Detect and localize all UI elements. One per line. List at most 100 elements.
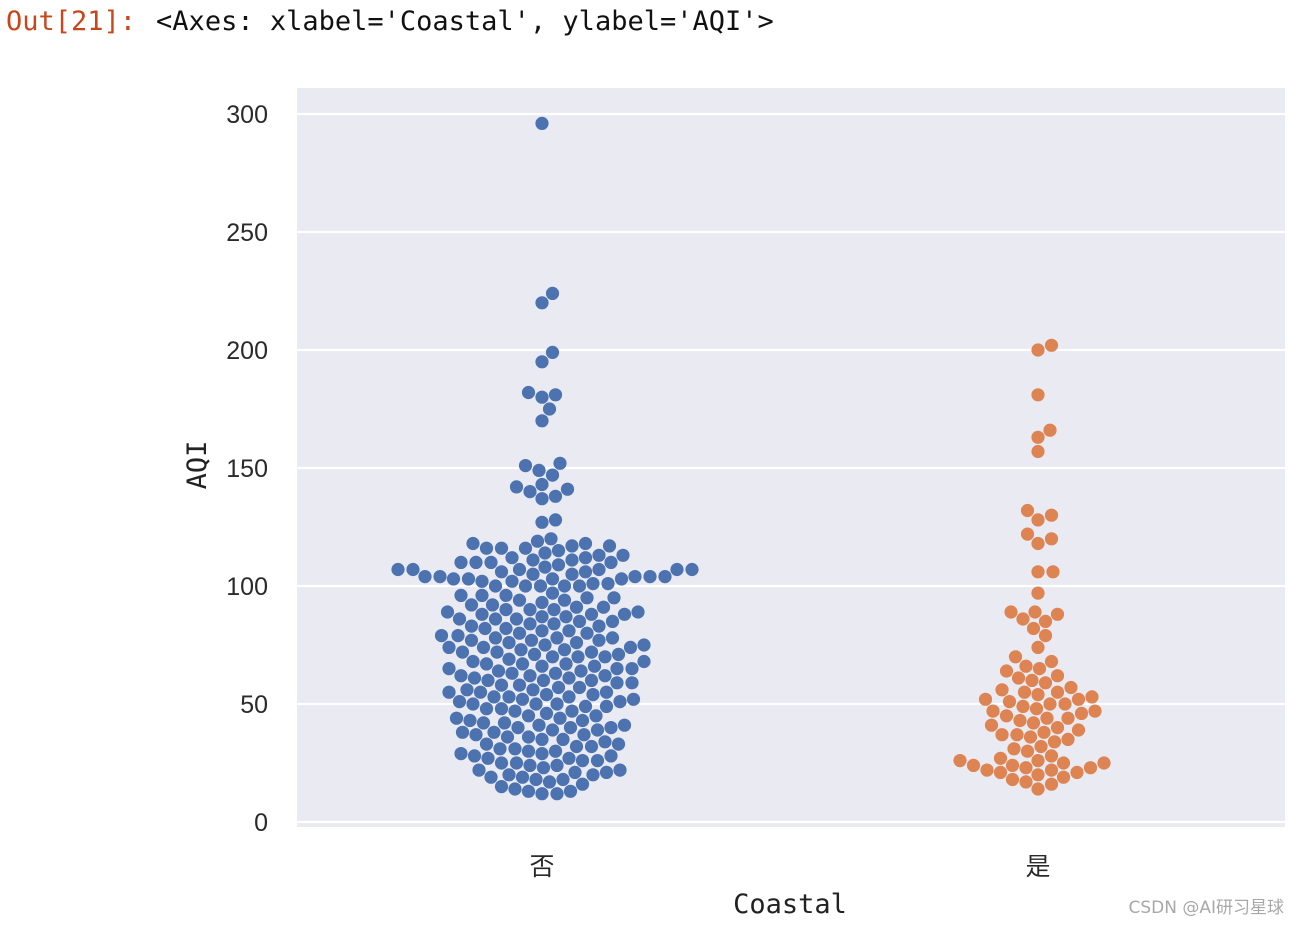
data-point [1044, 763, 1059, 777]
data-point [553, 711, 567, 725]
data-point [1031, 430, 1045, 444]
data-point [494, 702, 509, 716]
data-point [584, 739, 599, 754]
data-point [1002, 695, 1017, 709]
data-point [610, 662, 624, 676]
x-tick-labels: 否是 [529, 853, 1050, 881]
data-point [499, 621, 513, 636]
data-point [523, 617, 537, 631]
x-tick-label: 否 [529, 853, 554, 881]
data-point [481, 751, 495, 765]
data-point [631, 605, 645, 619]
data-point [475, 588, 489, 603]
data-point [479, 737, 494, 751]
data-point [550, 787, 564, 801]
data-point [1083, 761, 1098, 775]
data-point [601, 577, 615, 591]
data-point [565, 553, 579, 567]
data-point [490, 645, 504, 659]
data-point [515, 657, 530, 671]
data-point [565, 704, 579, 718]
data-point [455, 725, 470, 739]
data-point [1047, 735, 1062, 749]
data-point [578, 699, 593, 714]
data-point [1019, 775, 1033, 789]
data-point [614, 572, 629, 586]
data-point [535, 787, 549, 801]
data-point [565, 567, 579, 581]
data-point [418, 570, 432, 584]
data-point [1050, 669, 1065, 683]
data-point [1031, 388, 1045, 402]
data-point [586, 577, 600, 591]
data-point [1026, 621, 1041, 636]
data-point [604, 749, 618, 763]
data-point [512, 562, 527, 577]
data-point [586, 768, 600, 782]
data-point [1044, 338, 1059, 352]
data-point [1040, 711, 1054, 725]
data-point [616, 548, 630, 562]
data-point [999, 709, 1014, 723]
data-point [1019, 761, 1033, 775]
data-point [533, 579, 548, 593]
data-point [538, 560, 552, 574]
data-point [488, 612, 503, 626]
data-point [515, 770, 530, 784]
data-point [466, 697, 480, 711]
data-point [1020, 503, 1035, 518]
data-point [535, 624, 549, 638]
data-point [478, 621, 492, 636]
data-point [637, 654, 651, 669]
data-point [578, 551, 593, 565]
data-point [572, 579, 587, 593]
data-point [575, 754, 590, 768]
data-point [545, 723, 560, 737]
data-point [523, 669, 537, 683]
data-point [476, 640, 491, 655]
data-point [575, 713, 590, 728]
data-point [670, 562, 684, 577]
data-point [460, 683, 474, 697]
data-point [562, 690, 576, 704]
data-point [500, 730, 515, 744]
data-point [523, 485, 537, 499]
data-point [449, 711, 464, 725]
data-point [617, 607, 632, 621]
data-point [556, 772, 570, 787]
data-point [607, 591, 621, 605]
data-point [479, 657, 494, 671]
data-point [505, 551, 519, 565]
data-point [563, 784, 578, 798]
data-point [488, 631, 503, 645]
data-point [545, 345, 560, 359]
watermark: CSDN @AI研习星球 [1128, 898, 1284, 918]
data-point [526, 683, 540, 697]
data-point [1037, 725, 1051, 739]
data-point [599, 685, 614, 699]
data-point [463, 713, 477, 728]
data-point [523, 603, 537, 617]
data-point [1044, 508, 1059, 522]
data-point [466, 654, 480, 669]
data-point [1064, 680, 1078, 695]
data-point [560, 482, 575, 496]
data-point [578, 536, 593, 551]
data-point [1044, 532, 1059, 546]
data-point [451, 629, 465, 643]
data-point [508, 782, 522, 796]
data-point [476, 716, 491, 730]
data-point [590, 723, 605, 737]
data-point [1061, 711, 1075, 725]
data-point [535, 355, 549, 369]
data-point [509, 480, 524, 494]
data-point [1019, 659, 1033, 673]
data-point [1028, 605, 1042, 619]
data-point [494, 756, 509, 770]
data-point [508, 704, 522, 718]
data-point [999, 664, 1014, 678]
data-point [575, 777, 590, 791]
data-point [559, 610, 573, 624]
data-point [518, 541, 533, 555]
x-tick-label: 是 [1025, 853, 1050, 881]
